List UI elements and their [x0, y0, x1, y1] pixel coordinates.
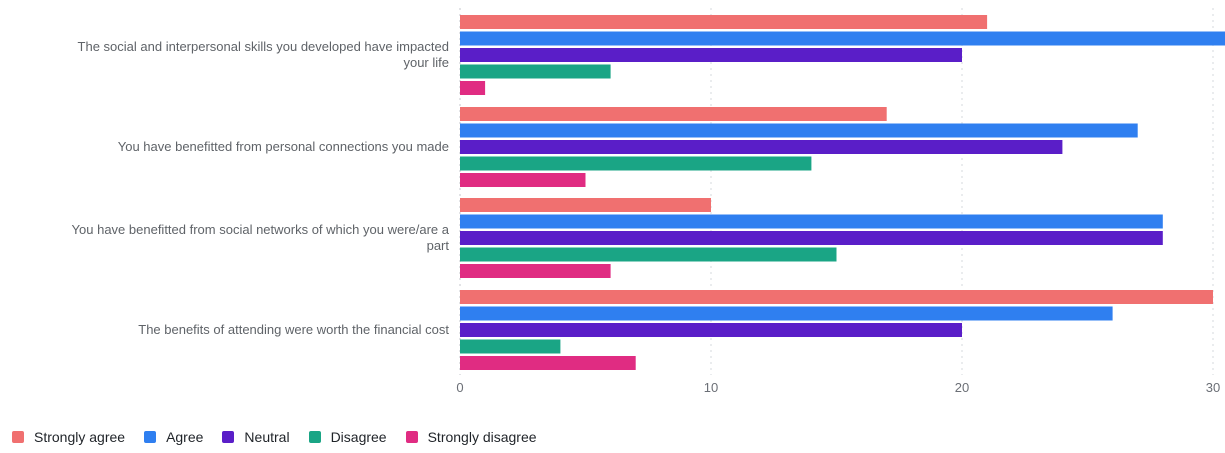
- bar-disagree-3: [460, 247, 837, 262]
- x-tick-label: 0: [456, 380, 463, 395]
- legend-item: Strongly disagree: [405, 429, 537, 445]
- bar-chart: The social and interpersonal skills you …: [72, 8, 1225, 395]
- legend-label: Strongly disagree: [427, 429, 537, 445]
- bar-agree-3: [460, 214, 1163, 229]
- bar-agree-4: [460, 306, 1113, 321]
- bar-strongly-agree-2: [460, 107, 887, 121]
- legend-swatch: [405, 431, 418, 443]
- legend-label: Strongly agree: [34, 429, 126, 445]
- x-tick-label: 30: [1206, 380, 1220, 395]
- bar-disagree-1: [460, 64, 611, 79]
- legend-item: Disagree: [308, 429, 387, 445]
- legend-item: Neutral: [222, 429, 290, 445]
- bar-neutral-4: [460, 323, 962, 337]
- bar-neutral-1: [460, 48, 962, 62]
- category-label: The social and interpersonal skills you …: [78, 39, 449, 70]
- legend-item: Strongly agree: [12, 429, 125, 445]
- legend-label: Agree: [166, 429, 204, 445]
- legend-swatch: [144, 431, 157, 443]
- bar-strongly-disagree-3: [460, 264, 611, 278]
- bar-agree-1: [460, 31, 1225, 46]
- category-label: You have benefitted from personal connec…: [118, 139, 449, 154]
- legend-swatch: [308, 431, 321, 443]
- legend-swatch: [12, 431, 24, 443]
- legend-label: Disagree: [330, 429, 387, 445]
- chart-legend: Strongly agree Agree Neutral Disagree Strong…: [12, 429, 556, 445]
- bar-strongly-agree-4: [460, 290, 1213, 304]
- category-label: You have benefitted from social networks…: [72, 222, 450, 253]
- legend-label: Neutral: [244, 429, 290, 445]
- bar-strongly-disagree-2: [460, 173, 586, 187]
- bar-strongly-disagree-1: [460, 81, 486, 95]
- x-tick-label: 20: [955, 380, 969, 395]
- legend-swatch: [222, 431, 235, 443]
- bar-strongly-disagree-4: [460, 356, 636, 370]
- bar-disagree-4: [460, 339, 561, 354]
- category-label: The benefits of attending were worth the…: [138, 322, 449, 337]
- bar-neutral-3: [460, 231, 1163, 245]
- bar-agree-2: [460, 123, 1138, 138]
- bar-strongly-agree-1: [460, 15, 988, 29]
- bar-neutral-2: [460, 140, 1063, 154]
- bar-disagree-2: [460, 156, 812, 171]
- x-tick-label: 10: [704, 380, 718, 395]
- legend-item: Agree: [144, 429, 203, 445]
- bar-strongly-agree-3: [460, 198, 711, 212]
